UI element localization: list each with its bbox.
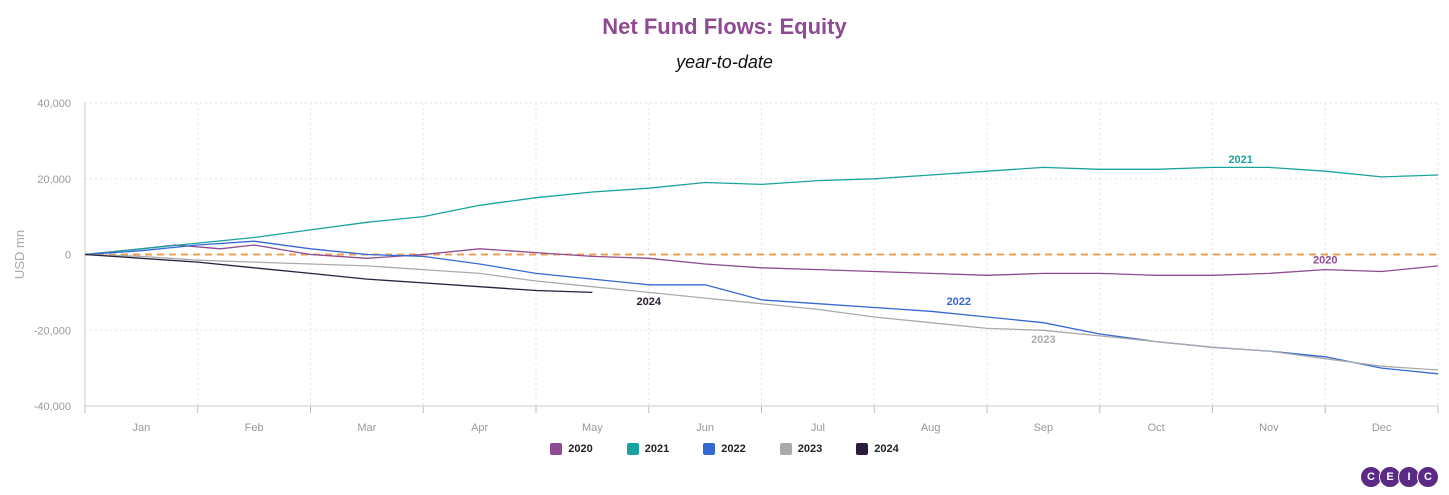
series-line-2024 (84, 253, 593, 294)
x-tick-label: Oct (1148, 422, 1165, 434)
legend-label: 2024 (874, 443, 899, 455)
x-tick-label: May (582, 422, 603, 434)
x-tick-label: Feb (245, 422, 264, 434)
series-label: 2022 (947, 296, 971, 308)
series-label: 2024 (637, 296, 662, 308)
logo-letter: C (1417, 466, 1439, 488)
chart-subtitle: year-to-date (676, 52, 773, 72)
x-tick-label: Apr (471, 422, 488, 434)
x-tick-label: Nov (1259, 422, 1279, 434)
legend-item-2022[interactable]: 2022 (703, 443, 746, 455)
y-tick-label: -40,000 (34, 401, 71, 413)
legend-label: 2021 (644, 443, 670, 455)
series-label: 2023 (1031, 334, 1055, 346)
x-tick-label: Jul (811, 422, 825, 434)
y-tick-label: 40,000 (37, 98, 71, 110)
y-tick-label: 0 (65, 250, 71, 262)
series-line-2021 (84, 166, 1439, 256)
legend-swatch (703, 443, 716, 455)
series-label: 2020 (1313, 255, 1337, 267)
legend-label: 2022 (721, 443, 746, 455)
y-axis-label: USD mn (12, 230, 27, 279)
x-tick-label: Dec (1372, 422, 1392, 434)
legend-swatch (856, 443, 869, 455)
legend-swatch (626, 443, 639, 455)
legend-label: 2020 (568, 443, 593, 455)
series-label: 2021 (1228, 154, 1252, 166)
legend-label: 2023 (797, 443, 823, 455)
legend-item-2020[interactable]: 2020 (550, 443, 593, 455)
series-line-2020 (84, 244, 1439, 276)
chart-title: Net Fund Flows: Equity (602, 14, 847, 39)
x-tick-label: Mar (357, 422, 376, 434)
legend-swatch (550, 443, 563, 455)
x-tick-label: Sep (1034, 422, 1054, 434)
legend-item-2023[interactable]: 2023 (779, 443, 823, 455)
x-tick-label: Jun (696, 422, 714, 434)
legend-item-2024[interactable]: 2024 (856, 443, 899, 455)
legend-swatch (779, 443, 792, 455)
y-tick-label: 20,000 (37, 174, 71, 186)
x-tick-label: Jan (133, 422, 151, 434)
legend-item-2021[interactable]: 2021 (626, 443, 670, 455)
x-tick-label: Aug (921, 422, 941, 434)
ceic-logo: C E I C (1360, 466, 1439, 488)
chart-legend: 2020 2021 2022 2023 2024 (0, 443, 1449, 455)
series-line-2023 (84, 253, 1439, 371)
y-tick-label: -20,000 (34, 325, 71, 337)
